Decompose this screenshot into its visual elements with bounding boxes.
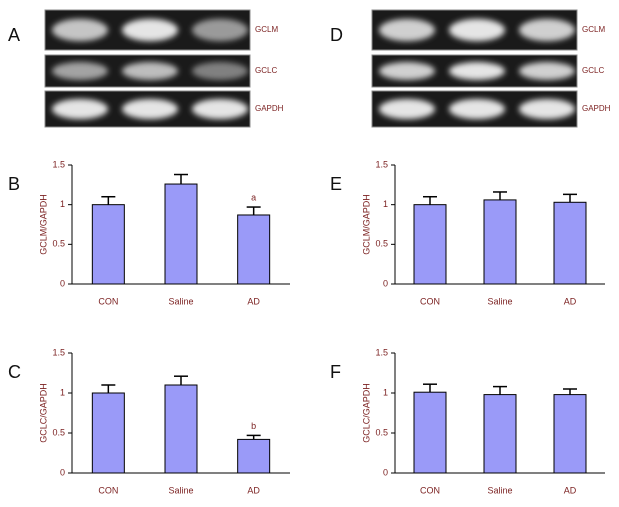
y-tick-label: 1.5 (52, 159, 65, 169)
gel-band (379, 18, 435, 42)
gel-band (379, 98, 435, 120)
band-label: GCLC (255, 66, 277, 75)
y-axis-label: GCLC/GAPDH (38, 383, 48, 443)
band-label: GCLC (582, 66, 604, 75)
band-label: GAPDH (255, 104, 284, 113)
bar (237, 438, 271, 474)
band-label: GCLM (255, 25, 278, 34)
x-tick-label: CON (420, 485, 440, 495)
x-tick-label: Saline (168, 485, 193, 495)
x-tick-label: Saline (487, 485, 512, 495)
gel-band (519, 18, 575, 42)
y-tick-label: 0.5 (375, 427, 388, 437)
gel-band (122, 98, 178, 120)
gel-band (52, 18, 108, 42)
band-label: GAPDH (582, 104, 611, 113)
x-tick-label: CON (98, 485, 118, 495)
panel-label: C (8, 362, 21, 382)
panel-label: B (8, 174, 20, 194)
x-tick-label: AD (564, 485, 577, 495)
x-tick-label: AD (247, 485, 260, 495)
bar (413, 204, 447, 285)
y-tick-label: 0 (383, 467, 388, 477)
gel-band (192, 62, 248, 80)
y-tick-label: 0 (60, 467, 65, 477)
x-tick-label: Saline (168, 296, 193, 306)
y-tick-label: 1 (383, 387, 388, 397)
gel-band (192, 98, 248, 120)
band-label: GCLM (582, 25, 605, 34)
panel-label: E (330, 174, 342, 194)
panel-label: A (8, 25, 20, 45)
panel-label: F (330, 362, 341, 382)
y-tick-label: 1 (60, 199, 65, 209)
y-tick-label: 1 (60, 387, 65, 397)
gel-band (122, 18, 178, 42)
gel-band (122, 62, 178, 80)
bar (237, 214, 271, 285)
bar (91, 204, 125, 285)
bar (553, 201, 587, 285)
gel-band (519, 98, 575, 120)
x-tick-label: CON (420, 296, 440, 306)
significance-note: b (251, 421, 256, 431)
y-tick-label: 0.5 (52, 239, 65, 249)
gel-band (192, 18, 248, 42)
x-tick-label: AD (564, 296, 577, 306)
gel-band (52, 98, 108, 120)
gel-band (449, 18, 505, 42)
bar (553, 394, 587, 474)
significance-note: a (251, 192, 256, 202)
gel-band (449, 62, 505, 80)
y-tick-label: 0 (383, 278, 388, 288)
y-axis-label: GCLC/GAPDH (361, 383, 371, 443)
y-tick-label: 0.5 (375, 239, 388, 249)
bar (164, 384, 198, 474)
x-tick-label: CON (98, 296, 118, 306)
y-axis-label: GCLM/GAPDH (361, 194, 371, 255)
gel-band (379, 62, 435, 80)
y-tick-label: 0 (60, 278, 65, 288)
x-tick-label: Saline (487, 296, 512, 306)
y-tick-label: 1 (383, 199, 388, 209)
y-tick-label: 1.5 (375, 159, 388, 169)
gel-band (519, 62, 575, 80)
bar (483, 199, 517, 285)
bar (164, 183, 198, 285)
bar (91, 392, 125, 474)
bar (413, 391, 447, 474)
y-tick-label: 1.5 (375, 347, 388, 357)
y-tick-label: 1.5 (52, 347, 65, 357)
gel-band (52, 62, 108, 80)
bar (483, 394, 517, 474)
x-tick-label: AD (247, 296, 260, 306)
gel-band (449, 98, 505, 120)
y-axis-label: GCLM/GAPDH (38, 194, 48, 255)
panel-label: D (330, 25, 343, 45)
y-tick-label: 0.5 (52, 427, 65, 437)
